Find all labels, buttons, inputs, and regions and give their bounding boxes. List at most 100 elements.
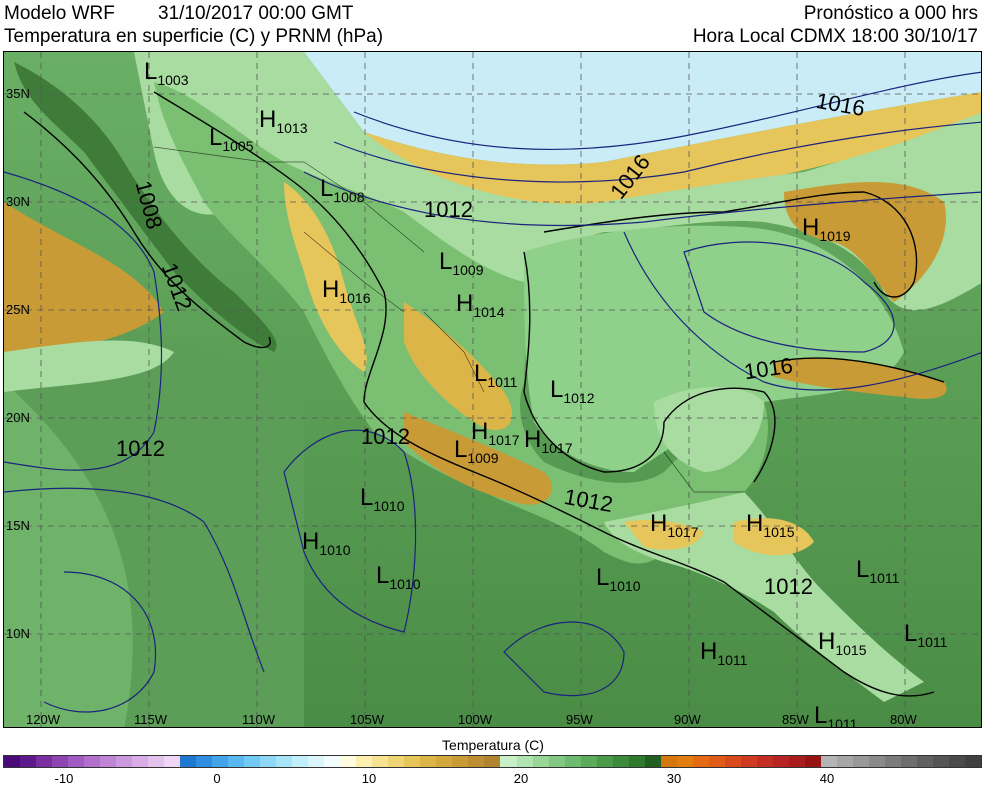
pacific-band-south — [4, 382, 133, 727]
colorbar-swatch — [932, 756, 949, 767]
pressure-center: L1003 — [144, 58, 189, 89]
model-name: Modelo WRF — [4, 3, 115, 24]
graticule — [4, 52, 981, 727]
pressure-center: L1009 — [439, 248, 484, 279]
pressure-center: H1017 — [524, 426, 573, 457]
colorbar-swatch — [708, 756, 725, 767]
isobars — [4, 71, 981, 713]
pressure-center: H1011 — [700, 638, 748, 669]
central-highlands — [404, 302, 513, 431]
pressure-center: L1011 — [856, 556, 900, 587]
lon-label: 90W — [674, 712, 701, 727]
pressure-center: H1014 — [456, 290, 505, 321]
colorbar-swatch — [292, 756, 309, 767]
colorbar-swatch — [660, 756, 677, 767]
colorbar-swatch — [228, 756, 245, 767]
lat-label: 30N — [6, 194, 30, 209]
colorbar-swatch — [964, 756, 981, 767]
southern-highlands — [404, 412, 553, 505]
colorbar-swatch — [180, 756, 197, 767]
us-land — [134, 52, 981, 311]
pressure-center: L1009 — [454, 436, 499, 467]
valid-datetime: 31/10/2017 00:00 GMT — [158, 3, 354, 24]
honduras-warm — [734, 518, 814, 556]
colorbar-swatch — [612, 756, 629, 767]
colorbar-swatch — [804, 756, 821, 767]
colorbar-swatch — [388, 756, 405, 767]
colorbar-swatch — [164, 756, 181, 767]
pressure-center: L1008 — [320, 175, 365, 206]
lon-label: 80W — [890, 712, 917, 727]
temperature-colorbar — [3, 755, 982, 768]
colorbar-swatch — [372, 756, 389, 767]
variable-title: Temperatura en superficie (C) y PRNM (hP… — [4, 26, 384, 47]
colorbar-tick: 20 — [513, 771, 529, 786]
pressure-center: H1015 — [746, 510, 795, 541]
pressure-center: H1016 — [322, 276, 371, 307]
colorbar-swatch — [36, 756, 53, 767]
colorbar-swatch — [484, 756, 501, 767]
pressure-center: L1011 — [904, 620, 948, 651]
lat-label: 25N — [6, 302, 30, 317]
isobar-label: 1012 — [424, 197, 473, 222]
lon-label: 95W — [566, 712, 593, 727]
isobar-label: 1012 — [116, 436, 165, 461]
pressure-center: H1013 — [259, 106, 308, 137]
colorbar-tick: 40 — [819, 771, 835, 786]
pacific-light-band — [4, 340, 174, 392]
colorbar-tick: 30 — [666, 771, 682, 786]
pressure-center: H1017 — [471, 418, 520, 449]
colorbar-swatch — [820, 756, 837, 767]
forecast-hour: Pronóstico a 000 hrs — [803, 3, 978, 24]
pressure-center: L1005 — [209, 124, 254, 155]
colorbar-swatch — [420, 756, 437, 767]
colorbar-swatch — [628, 756, 645, 767]
pressure-center: L1010 — [376, 562, 421, 593]
colorbar-swatch — [20, 756, 37, 767]
colorbar-swatch — [756, 756, 773, 767]
guatemala-warm — [624, 520, 704, 550]
map-graphic — [4, 52, 981, 727]
lat-label: 15N — [6, 518, 30, 533]
colorbar-swatch — [532, 756, 549, 767]
pressure-center: L1010 — [596, 564, 641, 595]
colorbar-swatch — [340, 756, 357, 767]
colorbar-swatch — [740, 756, 757, 767]
baja-peninsula — [14, 62, 277, 352]
colorbar-swatch — [916, 756, 933, 767]
mexico-mainland — [154, 82, 768, 564]
florida-warm — [784, 182, 946, 302]
colorbar-tick: 10 — [361, 771, 377, 786]
colorbar-swatch — [692, 756, 709, 767]
colorbar-swatch — [596, 756, 613, 767]
colorbar-swatch — [788, 756, 805, 767]
pressure-center: L1012 — [550, 376, 595, 407]
pressure-center: L1010 — [360, 484, 405, 515]
pressure-center: H1019 — [802, 214, 851, 245]
weather-map: 35N 30N 25N 20N 15N 10N 120W 115W 110W 1… — [3, 51, 982, 728]
local-time: Hora Local CDMX 18:00 30/10/17 — [692, 26, 978, 47]
lat-label: 35N — [6, 86, 30, 101]
lon-label: 100W — [458, 712, 492, 727]
colorbar-swatch — [68, 756, 85, 767]
borders — [153, 146, 744, 493]
colorbar-tick: 0 — [213, 771, 221, 786]
colorbar-swatch — [884, 756, 901, 767]
colorbar-swatch — [276, 756, 293, 767]
coastlines — [23, 91, 945, 697]
colorbar-swatch — [580, 756, 597, 767]
colorbar-swatch — [868, 756, 885, 767]
lon-label: 105W — [350, 712, 384, 727]
pressure-center: L1011 — [814, 702, 858, 728]
colorbar-swatch — [308, 756, 325, 767]
colorbar-swatch — [548, 756, 565, 767]
colorbar-swatch — [468, 756, 485, 767]
colorbar-swatch — [404, 756, 421, 767]
cold-north — [304, 52, 981, 165]
colorbar-swatch — [196, 756, 213, 767]
colorbar-swatch — [4, 756, 21, 767]
colorbar-swatch — [84, 756, 101, 767]
colorbar-swatch — [260, 756, 277, 767]
pressure-center: L1011 — [474, 360, 518, 391]
isobar-label: 1012 — [764, 574, 813, 599]
